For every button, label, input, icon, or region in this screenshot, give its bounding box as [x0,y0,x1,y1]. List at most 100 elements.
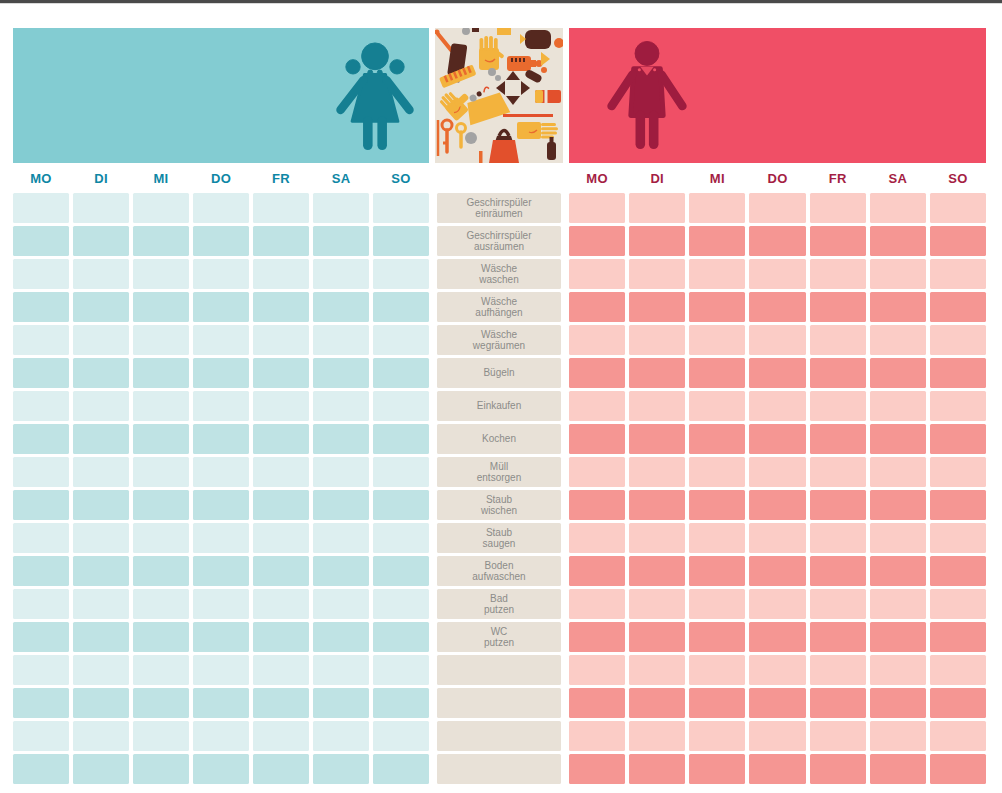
boy-chore-cell[interactable] [569,655,625,685]
boy-chore-cell[interactable] [689,259,745,289]
boy-chore-cell[interactable] [870,490,926,520]
boy-chore-cell[interactable] [689,589,745,619]
boy-chore-cell[interactable] [629,556,685,586]
boy-chore-cell[interactable] [629,226,685,256]
boy-chore-cell[interactable] [749,193,805,223]
boy-chore-cell[interactable] [810,523,866,553]
boy-chore-cell[interactable] [569,226,625,256]
girl-chore-cell[interactable] [133,754,189,784]
girl-chore-cell[interactable] [13,490,69,520]
boy-chore-cell[interactable] [870,556,926,586]
girl-chore-cell[interactable] [13,622,69,652]
girl-chore-cell[interactable] [73,754,129,784]
boy-chore-cell[interactable] [569,259,625,289]
girl-chore-cell[interactable] [13,325,69,355]
girl-chore-cell[interactable] [13,589,69,619]
boy-chore-cell[interactable] [930,193,986,223]
boy-chore-cell[interactable] [569,589,625,619]
boy-chore-cell[interactable] [810,193,866,223]
girl-chore-cell[interactable] [133,655,189,685]
boy-chore-cell[interactable] [870,259,926,289]
girl-chore-cell[interactable] [373,424,429,454]
girl-chore-cell[interactable] [253,226,309,256]
girl-chore-cell[interactable] [373,391,429,421]
boy-chore-cell[interactable] [689,325,745,355]
girl-chore-cell[interactable] [193,193,249,223]
boy-chore-cell[interactable] [749,754,805,784]
girl-chore-cell[interactable] [373,259,429,289]
boy-chore-cell[interactable] [569,754,625,784]
girl-chore-cell[interactable] [313,457,369,487]
girl-chore-cell[interactable] [253,292,309,322]
boy-chore-cell[interactable] [629,655,685,685]
girl-chore-cell[interactable] [13,391,69,421]
girl-chore-cell[interactable] [13,193,69,223]
boy-chore-cell[interactable] [629,754,685,784]
girl-chore-cell[interactable] [253,556,309,586]
boy-chore-cell[interactable] [930,424,986,454]
boy-chore-cell[interactable] [749,391,805,421]
boy-chore-cell[interactable] [870,721,926,751]
boy-chore-cell[interactable] [689,523,745,553]
boy-chore-cell[interactable] [749,721,805,751]
girl-chore-cell[interactable] [373,589,429,619]
girl-chore-cell[interactable] [73,457,129,487]
boy-chore-cell[interactable] [810,325,866,355]
girl-chore-cell[interactable] [193,688,249,718]
girl-chore-cell[interactable] [13,688,69,718]
boy-chore-cell[interactable] [930,358,986,388]
boy-chore-cell[interactable] [629,424,685,454]
boy-chore-cell[interactable] [870,457,926,487]
girl-chore-cell[interactable] [73,523,129,553]
boy-chore-cell[interactable] [810,226,866,256]
girl-chore-cell[interactable] [73,226,129,256]
boy-chore-cell[interactable] [870,391,926,421]
girl-chore-cell[interactable] [373,556,429,586]
boy-chore-cell[interactable] [749,424,805,454]
boy-chore-cell[interactable] [930,325,986,355]
boy-chore-cell[interactable] [569,622,625,652]
boy-chore-cell[interactable] [810,754,866,784]
girl-chore-cell[interactable] [13,721,69,751]
girl-chore-cell[interactable] [73,292,129,322]
girl-chore-cell[interactable] [73,589,129,619]
girl-chore-cell[interactable] [193,754,249,784]
boy-chore-cell[interactable] [629,325,685,355]
girl-chore-cell[interactable] [253,325,309,355]
girl-chore-cell[interactable] [73,193,129,223]
boy-chore-cell[interactable] [689,688,745,718]
boy-chore-cell[interactable] [689,457,745,487]
girl-chore-cell[interactable] [73,655,129,685]
boy-chore-cell[interactable] [689,721,745,751]
girl-chore-cell[interactable] [133,556,189,586]
boy-chore-cell[interactable] [930,391,986,421]
boy-chore-cell[interactable] [569,556,625,586]
boy-chore-cell[interactable] [749,655,805,685]
boy-chore-cell[interactable] [870,523,926,553]
boy-chore-cell[interactable] [930,457,986,487]
boy-chore-cell[interactable] [749,622,805,652]
girl-chore-cell[interactable] [373,754,429,784]
girl-chore-cell[interactable] [253,721,309,751]
boy-chore-cell[interactable] [930,589,986,619]
girl-chore-cell[interactable] [193,391,249,421]
girl-chore-cell[interactable] [73,259,129,289]
girl-chore-cell[interactable] [253,424,309,454]
girl-chore-cell[interactable] [193,523,249,553]
girl-chore-cell[interactable] [73,391,129,421]
girl-chore-cell[interactable] [373,655,429,685]
boy-chore-cell[interactable] [629,259,685,289]
girl-chore-cell[interactable] [253,457,309,487]
girl-chore-cell[interactable] [313,325,369,355]
girl-chore-cell[interactable] [313,292,369,322]
girl-chore-cell[interactable] [73,556,129,586]
girl-chore-cell[interactable] [253,754,309,784]
girl-chore-cell[interactable] [73,424,129,454]
girl-chore-cell[interactable] [73,721,129,751]
girl-chore-cell[interactable] [313,655,369,685]
girl-chore-cell[interactable] [373,292,429,322]
boy-chore-cell[interactable] [810,358,866,388]
girl-chore-cell[interactable] [253,391,309,421]
girl-chore-cell[interactable] [13,523,69,553]
girl-chore-cell[interactable] [193,358,249,388]
